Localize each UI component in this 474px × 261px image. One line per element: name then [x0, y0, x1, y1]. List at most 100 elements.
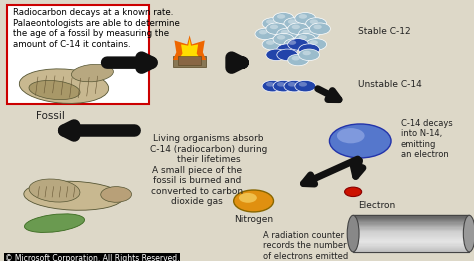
- Polygon shape: [179, 39, 200, 59]
- Circle shape: [302, 51, 311, 55]
- Text: Electron: Electron: [358, 201, 395, 210]
- Ellipse shape: [101, 187, 131, 202]
- Bar: [353, 241, 469, 242]
- Polygon shape: [173, 35, 206, 60]
- Circle shape: [239, 193, 257, 203]
- Circle shape: [277, 49, 298, 61]
- Circle shape: [299, 82, 307, 87]
- Circle shape: [259, 30, 267, 34]
- Bar: [173, 56, 206, 67]
- Circle shape: [295, 13, 316, 24]
- Circle shape: [299, 28, 319, 40]
- Circle shape: [262, 39, 283, 50]
- Text: C-14 decays
into N-14,
emitting
an electron: C-14 decays into N-14, emitting an elect…: [401, 119, 452, 159]
- Bar: [353, 227, 469, 229]
- Circle shape: [281, 30, 289, 34]
- Bar: [178, 56, 201, 65]
- Bar: [353, 232, 469, 234]
- Circle shape: [288, 40, 296, 45]
- Circle shape: [262, 80, 283, 92]
- Bar: [353, 236, 469, 237]
- Bar: [353, 239, 469, 241]
- Circle shape: [295, 33, 316, 45]
- Circle shape: [266, 19, 274, 24]
- Ellipse shape: [463, 215, 474, 252]
- Bar: [353, 249, 469, 251]
- Circle shape: [277, 44, 298, 55]
- Ellipse shape: [19, 69, 109, 103]
- Circle shape: [310, 23, 330, 34]
- Circle shape: [277, 28, 298, 40]
- Circle shape: [234, 190, 273, 212]
- Circle shape: [277, 35, 285, 40]
- Circle shape: [345, 187, 362, 197]
- Bar: [353, 250, 469, 252]
- Ellipse shape: [29, 80, 80, 100]
- Bar: [353, 216, 469, 218]
- Circle shape: [288, 82, 296, 87]
- Circle shape: [299, 49, 319, 61]
- Ellipse shape: [24, 181, 123, 210]
- Circle shape: [262, 18, 283, 29]
- Bar: [353, 224, 469, 225]
- Ellipse shape: [72, 64, 113, 82]
- Circle shape: [299, 35, 307, 40]
- Text: Fossil: Fossil: [36, 111, 64, 121]
- Text: Radiocarbon decays at a known rate.
Palaeontologists are able to determine
the a: Radiocarbon decays at a known rate. Pala…: [13, 8, 180, 49]
- Bar: [353, 219, 469, 220]
- Circle shape: [288, 23, 309, 34]
- Circle shape: [292, 25, 300, 29]
- Circle shape: [299, 14, 307, 19]
- Circle shape: [310, 40, 318, 45]
- Bar: [353, 233, 469, 235]
- Bar: [353, 243, 469, 245]
- Circle shape: [306, 39, 327, 50]
- Text: A radiation counter
records the number
of electrons emitted: A radiation counter records the number o…: [263, 231, 348, 261]
- Bar: [353, 215, 469, 252]
- Bar: [353, 238, 469, 240]
- Ellipse shape: [347, 215, 359, 252]
- Bar: [353, 247, 469, 248]
- Bar: [353, 220, 469, 221]
- Circle shape: [273, 80, 294, 92]
- Circle shape: [302, 30, 311, 34]
- Circle shape: [270, 25, 278, 29]
- Text: A small piece of the
fossil is burned and
converted to carbon
dioxide gas: A small piece of the fossil is burned an…: [151, 166, 243, 206]
- Bar: [353, 217, 469, 219]
- Bar: [353, 215, 469, 217]
- Bar: [353, 231, 469, 232]
- Ellipse shape: [25, 214, 84, 233]
- Circle shape: [266, 49, 287, 61]
- Ellipse shape: [29, 179, 80, 202]
- Circle shape: [288, 54, 309, 66]
- Bar: [353, 242, 469, 243]
- Bar: [353, 222, 469, 224]
- Circle shape: [273, 33, 294, 45]
- Circle shape: [284, 80, 305, 92]
- Circle shape: [266, 40, 274, 45]
- Bar: [353, 248, 469, 250]
- Circle shape: [266, 23, 287, 34]
- Bar: [353, 237, 469, 239]
- Circle shape: [266, 82, 274, 87]
- Bar: [353, 228, 469, 230]
- Text: Unstable C-14: Unstable C-14: [358, 80, 421, 88]
- Bar: [353, 244, 469, 246]
- Circle shape: [292, 56, 300, 61]
- Bar: [353, 230, 469, 231]
- Bar: [353, 235, 469, 236]
- Bar: [353, 221, 469, 223]
- Circle shape: [299, 44, 319, 55]
- Circle shape: [288, 19, 296, 24]
- Circle shape: [337, 128, 365, 143]
- Text: Stable C-12: Stable C-12: [358, 27, 410, 36]
- Text: © Microsoft Corporation. All Rights Reserved.: © Microsoft Corporation. All Rights Rese…: [5, 254, 179, 261]
- Text: Living organisms absorb
C-14 (radiocarbon) during
their lifetimes: Living organisms absorb C-14 (radiocarbo…: [150, 134, 267, 164]
- Circle shape: [273, 13, 294, 24]
- Text: Nitrogen: Nitrogen: [234, 215, 273, 224]
- Circle shape: [329, 124, 391, 158]
- Circle shape: [310, 19, 318, 24]
- Bar: [353, 226, 469, 228]
- Circle shape: [295, 80, 316, 92]
- Circle shape: [277, 14, 285, 19]
